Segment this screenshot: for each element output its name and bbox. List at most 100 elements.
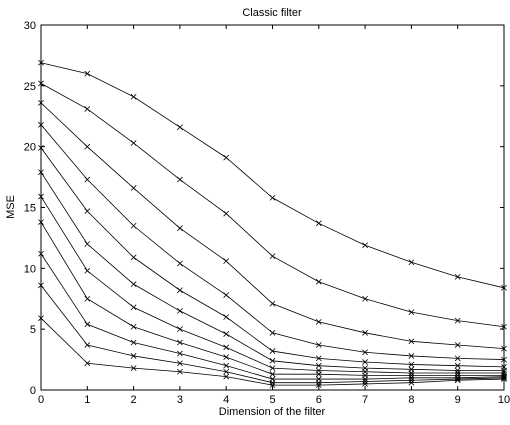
- data-point-marker: [177, 339, 183, 346]
- data-point-marker: [362, 378, 368, 385]
- series-layer: [38, 59, 507, 389]
- data-point-marker: [177, 260, 183, 267]
- data-point-marker: [269, 365, 276, 371]
- data-point-marker: [177, 350, 183, 357]
- data-point-marker: [501, 345, 507, 352]
- chart-title: Classic filter: [242, 7, 302, 19]
- x-tick-label: 6: [316, 394, 322, 406]
- data-point-marker: [315, 382, 322, 389]
- data-point-marker: [223, 368, 230, 375]
- data-point-marker: [269, 371, 276, 378]
- data-point-marker: [315, 278, 322, 285]
- data-point-marker: [130, 304, 137, 311]
- data-point-marker: [362, 295, 368, 302]
- data-point-marker: [84, 360, 91, 367]
- data-point-marker: [223, 258, 230, 264]
- data-point-marker: [454, 367, 461, 374]
- data-point-marker: [315, 362, 322, 369]
- data-point-marker: [362, 349, 368, 356]
- data-point-marker: [269, 357, 276, 364]
- data-point-marker: [408, 377, 415, 384]
- y-tick-label: 30: [24, 20, 36, 32]
- y-axis-label: MSE: [5, 195, 17, 219]
- data-point-marker: [362, 359, 368, 365]
- data-point-marker: [38, 169, 44, 176]
- series-11: [38, 315, 507, 389]
- y-tick-label: 10: [24, 263, 36, 275]
- data-point-marker: [269, 300, 276, 307]
- data-point-marker: [501, 284, 507, 291]
- series-line: [40, 62, 505, 289]
- data-point-marker: [223, 331, 230, 337]
- data-point-marker: [177, 326, 183, 333]
- data-point-marker: [177, 124, 183, 131]
- data-point-marker: [130, 93, 137, 100]
- data-point-marker: [38, 193, 44, 200]
- data-point-marker: [408, 379, 415, 386]
- data-point-marker: [84, 241, 91, 247]
- series-10: [38, 282, 507, 386]
- data-point-marker: [84, 143, 91, 150]
- data-point-marker: [130, 254, 137, 261]
- series-3: [38, 99, 507, 352]
- data-point-marker: [177, 308, 183, 314]
- data-point-marker: [362, 381, 368, 387]
- data-point-marker: [454, 362, 461, 369]
- data-point-marker: [454, 376, 461, 382]
- data-point-marker: [38, 219, 44, 225]
- data-point-marker: [84, 176, 91, 183]
- data-point-marker: [408, 370, 415, 376]
- series-7: [38, 193, 507, 376]
- data-point-marker: [315, 371, 322, 378]
- series-line: [40, 124, 505, 360]
- data-point-marker: [269, 348, 276, 354]
- series-line: [40, 196, 504, 374]
- y-tick-label: 5: [30, 324, 36, 336]
- data-point-marker: [177, 287, 183, 294]
- data-point-marker: [223, 210, 230, 217]
- data-point-marker: [269, 194, 276, 201]
- data-point-marker: [501, 323, 507, 330]
- y-tick-label: 0: [30, 385, 36, 397]
- y-tick-label: 25: [24, 81, 36, 93]
- data-point-marker: [362, 329, 368, 336]
- data-point-marker: [269, 382, 276, 389]
- data-point-marker: [269, 253, 276, 260]
- data-point-marker: [223, 292, 230, 298]
- data-point-marker: [84, 70, 91, 77]
- series-9: [38, 250, 507, 382]
- data-point-marker: [38, 59, 44, 66]
- data-point-marker: [84, 321, 91, 328]
- data-point-marker: [130, 222, 137, 229]
- series-2: [38, 80, 507, 330]
- series-6: [38, 169, 507, 374]
- data-point-marker: [38, 80, 44, 87]
- x-tick-label: 4: [223, 394, 229, 406]
- series-line: [40, 83, 505, 328]
- x-tick-label: 8: [408, 394, 414, 406]
- series-line: [40, 102, 505, 350]
- data-point-marker: [454, 317, 461, 324]
- data-point-marker: [408, 309, 415, 316]
- data-point-marker: [130, 140, 137, 146]
- data-point-marker: [177, 360, 183, 367]
- x-tick-label: 2: [131, 394, 137, 406]
- x-tick-label: 3: [177, 394, 183, 406]
- data-point-marker: [38, 99, 44, 106]
- data-point-marker: [454, 342, 461, 348]
- data-point-marker: [130, 339, 137, 346]
- data-point-marker: [84, 208, 91, 215]
- data-point-marker: [501, 356, 507, 363]
- data-point-marker: [223, 314, 230, 320]
- x-tick-label: 0: [38, 394, 44, 406]
- data-point-marker: [130, 353, 137, 359]
- series-1: [38, 59, 507, 291]
- data-point-marker: [362, 242, 368, 249]
- x-tick-label: 9: [455, 394, 461, 406]
- data-point-marker: [130, 281, 137, 288]
- data-point-marker: [315, 220, 322, 227]
- data-point-marker: [408, 361, 415, 368]
- data-point-marker: [177, 225, 183, 232]
- data-point-marker: [223, 362, 230, 369]
